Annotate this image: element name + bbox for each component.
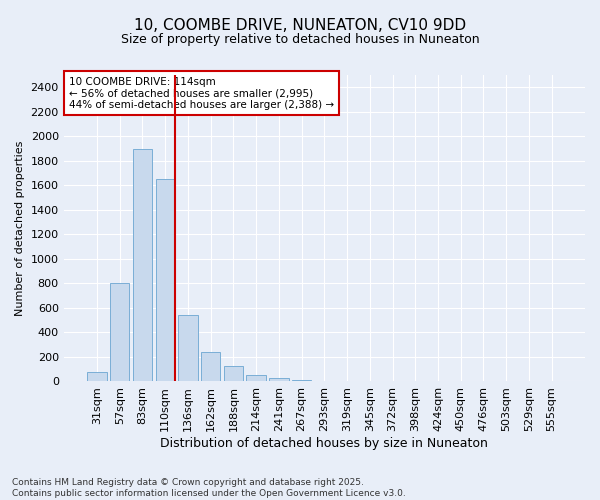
Bar: [201, 352, 220, 382]
Bar: [110, 284, 130, 382]
Bar: [88, 372, 107, 382]
X-axis label: Distribution of detached houses by size in Nuneaton: Distribution of detached houses by size …: [160, 437, 488, 450]
Bar: [314, 381, 334, 382]
Text: 10, COOMBE DRIVE, NUNEATON, CV10 9DD: 10, COOMBE DRIVE, NUNEATON, CV10 9DD: [134, 18, 466, 32]
Bar: [178, 316, 197, 382]
Text: Contains HM Land Registry data © Crown copyright and database right 2025.
Contai: Contains HM Land Registry data © Crown c…: [12, 478, 406, 498]
Y-axis label: Number of detached properties: Number of detached properties: [15, 140, 25, 316]
Bar: [247, 374, 266, 382]
Text: Size of property relative to detached houses in Nuneaton: Size of property relative to detached ho…: [121, 32, 479, 46]
Bar: [133, 148, 152, 382]
Bar: [224, 366, 243, 382]
Bar: [292, 380, 311, 382]
Bar: [155, 179, 175, 382]
Text: 10 COOMBE DRIVE: 114sqm
← 56% of detached houses are smaller (2,995)
44% of semi: 10 COOMBE DRIVE: 114sqm ← 56% of detache…: [69, 76, 334, 110]
Bar: [269, 378, 289, 382]
